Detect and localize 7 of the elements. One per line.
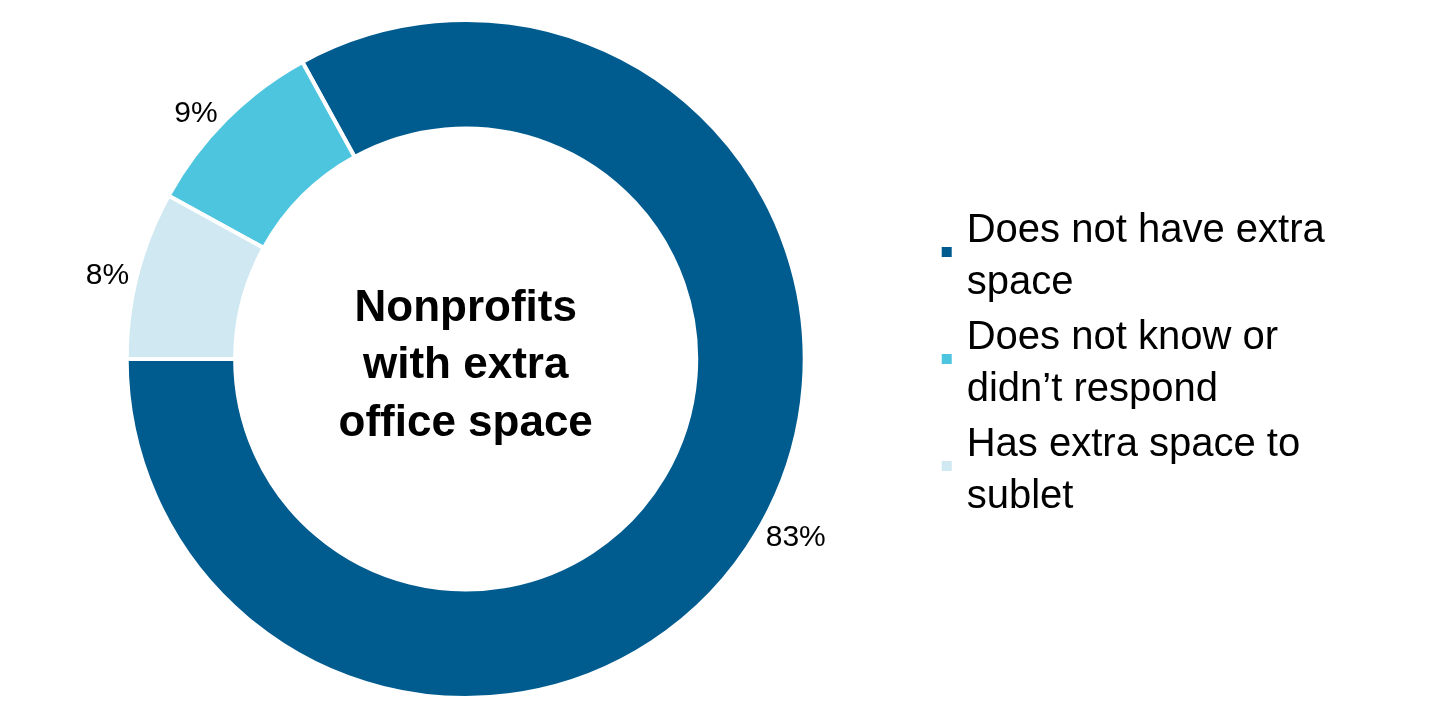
legend-label: Has extra space to sublet <box>966 419 1301 516</box>
data-label: 83% <box>765 519 826 553</box>
legend-label: Does not know or didn’t respond <box>966 312 1278 409</box>
text: Nonprofits with extra office space <box>338 281 593 445</box>
data-label: 8% <box>85 257 130 291</box>
legend-label: Does not have extra space <box>966 205 1326 302</box>
data-label: 9% <box>174 94 218 128</box>
